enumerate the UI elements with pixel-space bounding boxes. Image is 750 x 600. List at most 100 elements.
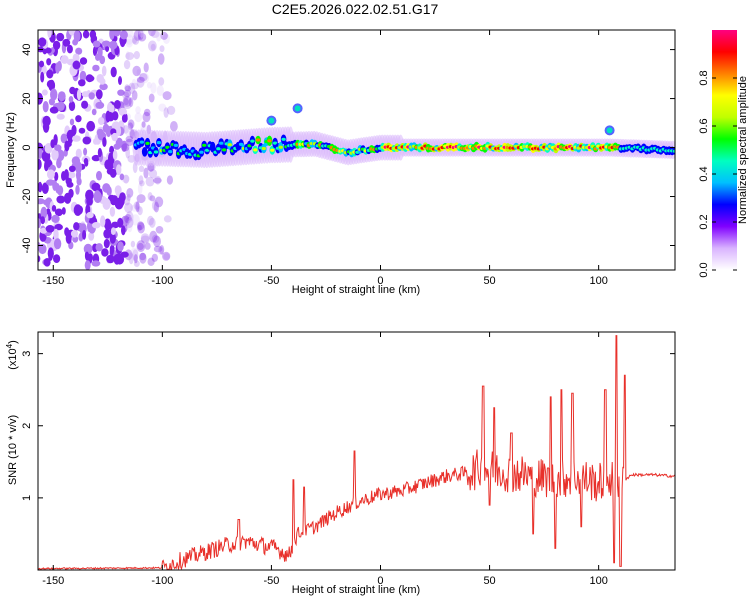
noise-blob: [112, 150, 118, 160]
noise-blob: [149, 230, 158, 243]
noise-blob: [163, 253, 170, 260]
noise-blob: [92, 40, 101, 48]
noise-blob: [94, 190, 101, 201]
ridge-core: [168, 150, 173, 154]
noise-blob: [92, 64, 100, 72]
noise-blob: [143, 108, 151, 117]
noise-blob: [146, 81, 152, 89]
noise-blob: [112, 111, 119, 121]
noise-blob: [101, 248, 109, 257]
noise-blob: [137, 242, 144, 251]
snr-frame: [37, 331, 676, 571]
noise-blob: [95, 243, 103, 252]
x-tick-label: 0: [377, 575, 383, 587]
noise-blob: [135, 106, 141, 114]
noise-blob: [38, 218, 42, 229]
noise-blob: [72, 135, 81, 142]
noise-blob: [158, 77, 165, 86]
noise-blob: [119, 173, 125, 181]
ridge-core: [173, 143, 179, 147]
noise-blob: [124, 202, 133, 213]
y-tick-label: 2: [21, 423, 33, 429]
noise-blob: [60, 133, 68, 144]
noise-blob: [82, 30, 90, 39]
noise-blob: [47, 247, 54, 259]
ridge-core: [261, 146, 266, 151]
noise-blob: [102, 137, 107, 147]
ridge-core: [153, 150, 159, 154]
noise-blob: [42, 199, 50, 206]
noise-blob: [50, 88, 58, 101]
noise-blob: [128, 252, 134, 265]
noise-blob: [149, 217, 156, 228]
noise-blob: [104, 218, 112, 230]
noise-blob: [82, 136, 92, 145]
noise-blob: [123, 98, 129, 106]
noise-blob: [53, 228, 59, 241]
noise-blob: [170, 121, 178, 132]
noise-blob: [60, 55, 69, 64]
colorbar-label: Normalized spectral amplitude: [737, 76, 749, 224]
noise-blob: [153, 201, 160, 213]
ridge-core: [272, 141, 278, 145]
noise-blob: [124, 218, 131, 230]
noise-blob: [47, 30, 52, 39]
noise-blob: [131, 214, 140, 226]
noise-blob: [42, 89, 48, 96]
noise-blob: [57, 101, 65, 111]
noise-blob: [125, 38, 133, 48]
noise-blob: [128, 82, 136, 95]
noise-blob: [101, 40, 111, 47]
noise-blob: [166, 105, 176, 115]
noise-blob: [127, 119, 135, 129]
colorbar: 0.0 0.2 0.4 0.6 0.8 Normalized spectral ampl…: [698, 30, 749, 278]
noise-blob: [132, 65, 141, 77]
noise-blob: [125, 128, 130, 137]
noise-blob: [111, 132, 118, 142]
noise-blob: [99, 78, 106, 85]
ridge-core: [221, 148, 227, 152]
noise-blob: [115, 253, 125, 265]
feature-core: [606, 127, 613, 134]
x-tick-label: -150: [42, 575, 64, 587]
noise-blob: [121, 140, 127, 152]
ridge-core: [250, 139, 255, 143]
noise-blob: [128, 216, 134, 226]
noise-blob: [132, 249, 139, 261]
noise-blob: [125, 138, 134, 146]
noise-blob: [154, 175, 162, 185]
x-tick-label: 50: [483, 275, 495, 287]
noise-blob: [51, 149, 59, 161]
noise-blob: [151, 234, 160, 243]
noise-blob: [155, 226, 164, 234]
noise-blob: [66, 44, 73, 54]
noise-blob: [125, 135, 134, 143]
noise-blob: [63, 169, 69, 181]
noise-blob: [46, 179, 55, 186]
noise-blob: [51, 205, 57, 212]
noise-blob: [140, 233, 150, 243]
noise-blob: [150, 82, 157, 94]
noise-blob: [137, 32, 147, 42]
colorbar-tick-label: 0.8: [698, 70, 710, 85]
noise-blob: [142, 111, 151, 123]
noise-blob: [69, 86, 76, 95]
noise-blob: [68, 96, 74, 103]
noise-blob: [64, 227, 70, 237]
noise-blob: [92, 222, 101, 229]
x-tick-label: -100: [151, 575, 173, 587]
noise-blob: [157, 53, 165, 65]
noise-blob: [131, 90, 138, 101]
noise-blob: [130, 247, 139, 255]
spectrogram-heatmap: [38, 30, 675, 270]
noise-blob: [100, 215, 106, 228]
noise-blob: [103, 238, 110, 249]
ridge-core: [156, 141, 162, 145]
noise-blob: [158, 103, 167, 112]
noise-blob: [150, 43, 156, 51]
noise-blob: [73, 30, 81, 43]
noise-blob: [133, 30, 142, 41]
noise-blob: [154, 196, 164, 208]
noise-blob: [148, 169, 158, 179]
noise-blob: [133, 260, 140, 268]
